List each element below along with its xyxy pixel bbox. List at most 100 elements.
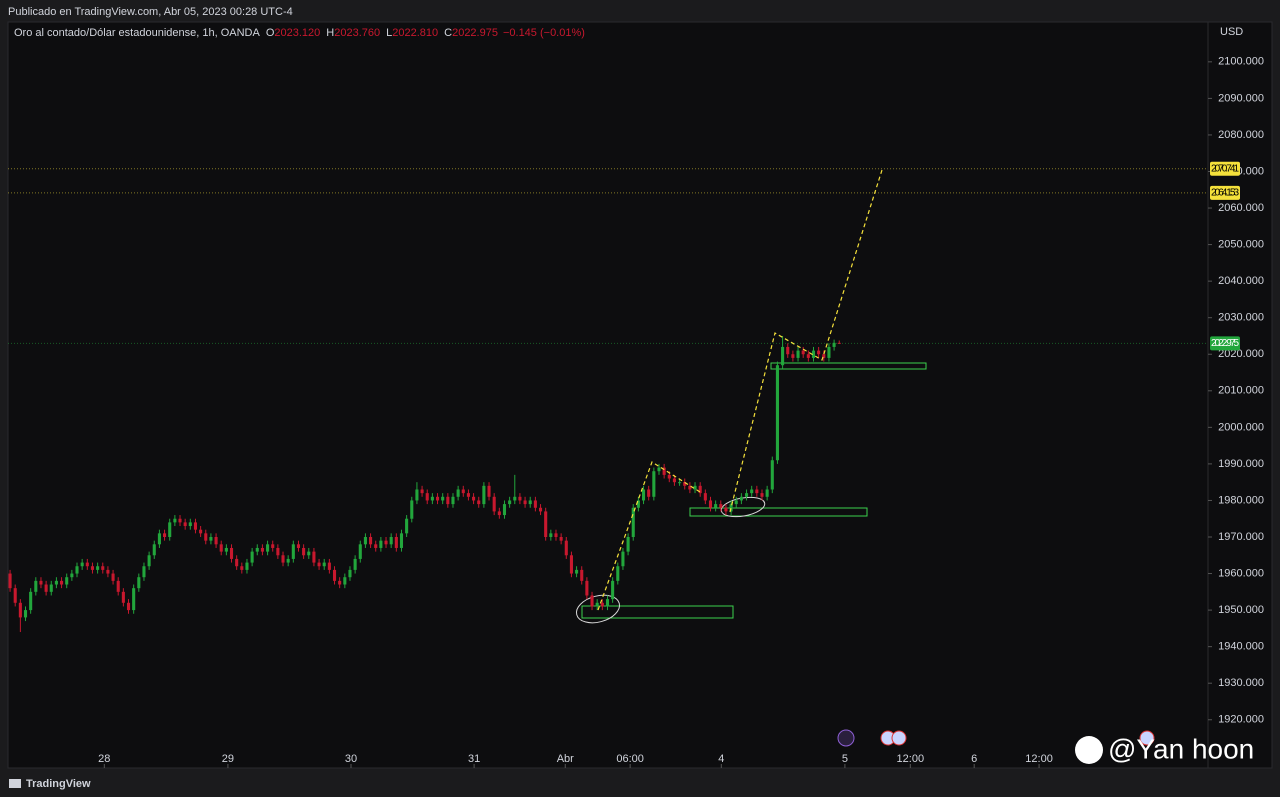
candle-body: [219, 544, 223, 552]
candle-body: [281, 555, 285, 563]
candle-body: [611, 580, 615, 600]
event-icon: [891, 730, 907, 746]
candle-body: [358, 544, 362, 559]
candle-body: [157, 533, 161, 545]
candle-body: [271, 544, 275, 548]
ohlc-value: 2023.120: [274, 27, 320, 39]
candle-body: [163, 533, 167, 537]
candle-body: [801, 350, 805, 355]
y-tick-label: 1960.000: [1218, 567, 1264, 579]
candle-body: [353, 558, 357, 570]
candle-body: [595, 602, 599, 607]
candle-body: [775, 365, 779, 461]
candle-body: [652, 471, 656, 497]
candle-body: [394, 536, 398, 548]
y-tick-label: 2020.000: [1218, 348, 1264, 360]
candle-body: [327, 562, 331, 570]
candle-body: [590, 595, 594, 607]
ohlc-value: 2023.760: [334, 27, 380, 39]
change: −0.145 (−0.01%): [503, 27, 585, 39]
price-tag-label: 2064.153: [1211, 188, 1239, 199]
candle-body: [744, 493, 749, 497]
watermark-icon: [1075, 736, 1103, 764]
candle-body: [451, 496, 455, 505]
price-tag: [1210, 161, 1240, 176]
candle-body: [60, 580, 64, 585]
candle-body: [255, 547, 259, 552]
candle-body: [683, 482, 687, 486]
projection: [729, 169, 883, 513]
candle-body: [528, 500, 532, 505]
event-icon: [837, 729, 855, 747]
candle-body: [518, 496, 522, 501]
candle-body: [641, 489, 646, 501]
candle-body: [54, 580, 58, 585]
candle-body: [806, 354, 810, 358]
candle-body: [224, 547, 228, 552]
candle-body: [456, 489, 460, 497]
candle-body: [322, 562, 326, 567]
ellipse: [575, 594, 621, 624]
candle-body: [389, 536, 393, 545]
x-tick-label: 29: [222, 753, 234, 765]
candle-body: [379, 540, 383, 548]
candle-body: [657, 467, 661, 472]
candle-body: [714, 504, 718, 508]
candle-body: [101, 566, 105, 570]
candle-body: [307, 551, 311, 556]
candle-body: [183, 522, 187, 527]
candle-body: [199, 529, 203, 534]
candle-body: [621, 551, 625, 567]
footer: TradingView: [9, 778, 91, 790]
x-tick-label: 12:00: [1025, 753, 1053, 765]
candle-body: [688, 485, 692, 490]
candle-body: [178, 518, 182, 523]
candle-body: [204, 533, 208, 541]
candle-body: [8, 573, 12, 589]
candle-body: [286, 558, 290, 563]
candle-body: [626, 536, 630, 552]
candle-body: [235, 558, 239, 567]
candle-body: [750, 489, 754, 494]
candle-body: [441, 496, 445, 501]
candle-body: [765, 489, 769, 497]
candle-body: [719, 504, 723, 508]
candle-body: [147, 555, 151, 567]
price-tag: [1210, 185, 1240, 200]
candle-body: [260, 547, 264, 552]
candle-body: [266, 544, 270, 552]
candle-body: [70, 573, 74, 578]
candle-body: [338, 580, 342, 585]
candle-body: [168, 522, 172, 537]
candle-body: [734, 500, 738, 505]
y-tick-label: 2080.000: [1218, 129, 1264, 141]
x-tick-label: 28: [98, 753, 110, 765]
publisher-line: Publicado en TradingView.com, Abr 05, 20…: [8, 6, 293, 18]
candle-body: [126, 602, 131, 611]
candle-body: [554, 533, 558, 537]
y-tick-label: 1940.000: [1218, 641, 1264, 653]
candle-body: [755, 489, 759, 494]
candle-body: [781, 346, 785, 366]
candle-body: [291, 544, 295, 559]
candle-body: [724, 507, 728, 512]
candle-body: [791, 354, 795, 358]
ohlc-key: O: [266, 27, 275, 39]
candle-body: [245, 562, 249, 570]
candle-body: [425, 493, 429, 501]
candle-body: [698, 485, 702, 494]
candle-body: [363, 536, 367, 545]
x-tick-label: 4: [718, 753, 724, 765]
candle-body: [575, 569, 579, 574]
watermark: @Yan hoon: [1108, 733, 1254, 764]
candle-body: [678, 482, 682, 484]
y-axis-label: USD: [1220, 26, 1243, 38]
candle-body: [482, 485, 486, 505]
x-tick-label: 31: [468, 753, 480, 765]
candle-body: [559, 536, 563, 541]
candle-body: [616, 566, 620, 581]
candle-body: [240, 566, 244, 570]
candle-body: [461, 489, 465, 494]
candle-body: [90, 566, 95, 570]
